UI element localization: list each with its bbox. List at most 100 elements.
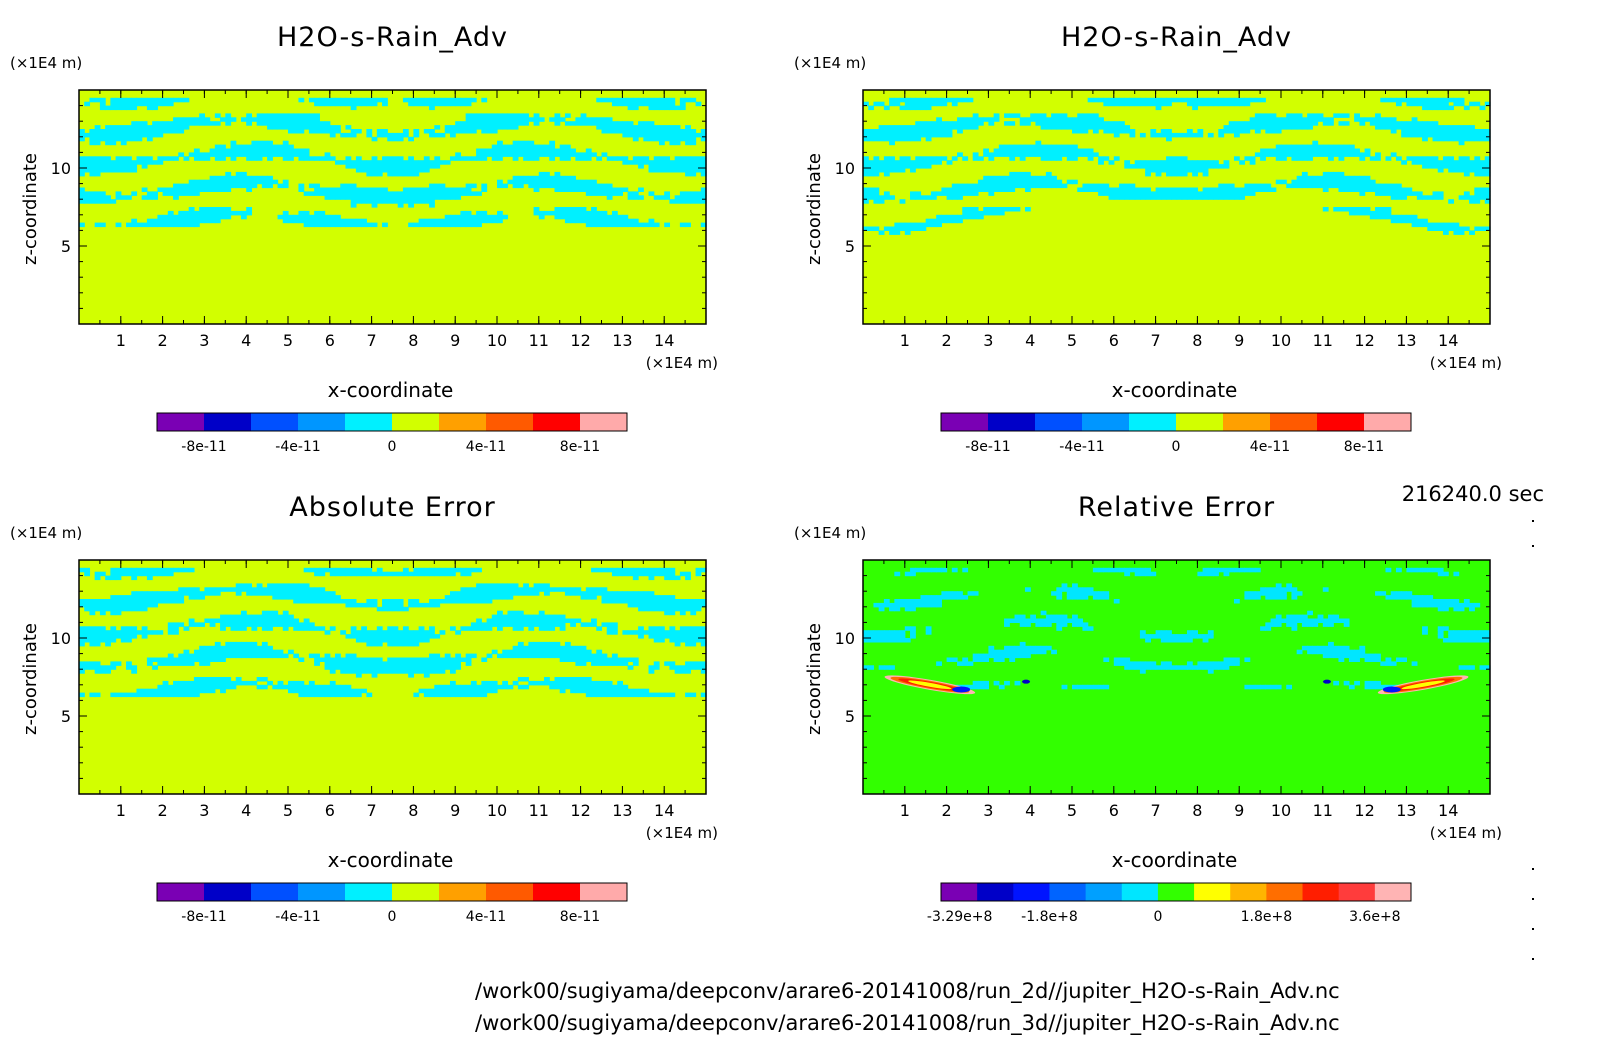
field-cell [110, 132, 117, 138]
field-cell [1186, 132, 1193, 138]
field-cell [173, 661, 179, 666]
field-cell [1066, 587, 1073, 592]
field-cell [1171, 132, 1178, 138]
field-cell [120, 129, 127, 134]
field-cell [1223, 125, 1230, 130]
field-cell [324, 191, 331, 196]
field-cell [962, 595, 969, 600]
field-cell [1056, 591, 1063, 596]
field-cell [408, 571, 414, 577]
field-cell [413, 101, 420, 107]
field-cell [460, 97, 467, 103]
field-cell [439, 218, 446, 224]
field-cell [423, 97, 430, 103]
field-cell [1056, 587, 1063, 592]
field-cell [1197, 164, 1204, 169]
field-cell [319, 214, 326, 220]
field-cell [476, 688, 482, 694]
field-cell [883, 125, 890, 130]
field-cell [434, 222, 441, 228]
field-cell [267, 645, 273, 651]
field-cell [538, 148, 545, 153]
field-cell [575, 657, 582, 662]
field-cell [1260, 684, 1266, 690]
field-cell [1348, 175, 1355, 181]
field-cell [319, 591, 326, 596]
field-cell [920, 222, 927, 228]
x-tick-label: 14 [654, 801, 674, 820]
field-cell [261, 622, 268, 627]
field-cell [235, 626, 242, 631]
field-cell [1056, 117, 1063, 122]
field-cell [267, 618, 273, 623]
field-cell [497, 144, 503, 150]
field-cell [674, 195, 681, 200]
field-cell [136, 101, 143, 107]
field-cell [653, 665, 660, 670]
field-cell [596, 218, 603, 224]
field-cell [904, 638, 911, 643]
field-cell [685, 97, 691, 103]
field-cell [408, 602, 414, 608]
field-cell [167, 101, 174, 107]
field-cell [627, 665, 634, 670]
field-cell [601, 222, 608, 228]
field-cell [617, 222, 623, 228]
field-cell [79, 626, 85, 631]
field-cell [1254, 121, 1261, 126]
field-cell [1401, 195, 1407, 200]
field-cell [1338, 207, 1345, 212]
field-cell [1275, 156, 1282, 161]
field-cell [1103, 657, 1110, 662]
field-cell [465, 657, 472, 662]
field-cell [564, 684, 571, 690]
field-cell [214, 587, 221, 592]
field-cell [910, 226, 916, 231]
colorbar-swatch [1035, 413, 1083, 431]
field-cell [298, 583, 305, 588]
x-tick-label: 5 [283, 801, 293, 820]
field-cell [575, 183, 582, 189]
field-cell [497, 152, 503, 157]
field-cell [293, 129, 300, 134]
field-cell [340, 222, 347, 228]
field-cell [444, 571, 451, 577]
colorbar-tick-label: 4e-11 [466, 909, 506, 925]
field-cell [1171, 195, 1178, 200]
field-cell [397, 191, 404, 196]
field-cell [632, 657, 639, 662]
field-cell [314, 156, 320, 161]
field-cell [1317, 144, 1324, 150]
field-cell [972, 125, 979, 130]
x-tick-label: 5 [283, 331, 293, 350]
field-cell [685, 638, 691, 643]
field-cell [632, 97, 639, 103]
field-cell [1442, 132, 1449, 138]
field-cell [1254, 113, 1261, 118]
field-cell [700, 156, 707, 161]
field-cell [324, 684, 331, 690]
field-cell [894, 630, 901, 635]
field-cell [502, 587, 509, 592]
field-cell [1437, 101, 1444, 107]
field-cell [1139, 661, 1146, 666]
field-cell [664, 634, 671, 639]
field-cell [1009, 207, 1016, 212]
field-cell [1040, 610, 1047, 616]
field-cell [126, 602, 132, 608]
field-cell [1014, 618, 1021, 623]
field-cell [1244, 657, 1251, 662]
field-cell [340, 183, 347, 189]
field-cell [564, 156, 571, 161]
field-cell [350, 571, 357, 577]
field-cell [1223, 129, 1230, 134]
field-cell [131, 630, 138, 635]
field-cell [455, 97, 462, 103]
field-cell [700, 626, 707, 631]
field-cell [1166, 136, 1172, 142]
field-cell [272, 148, 279, 153]
field-cell [460, 210, 467, 216]
field-cell [1453, 132, 1460, 138]
field-cell [1056, 156, 1063, 161]
field-cell [1411, 191, 1418, 196]
